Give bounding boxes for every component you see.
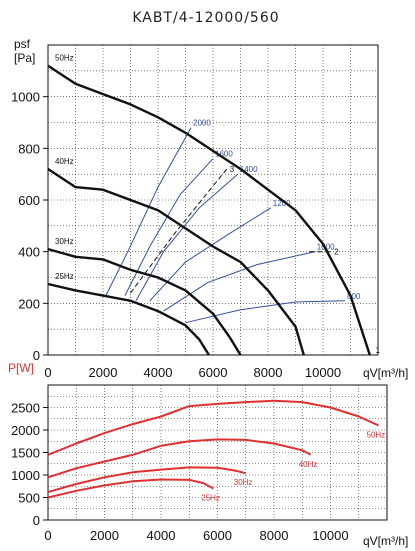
- pressure-x-tick-label: 2000: [89, 365, 118, 380]
- iso-curve-label: 1400: [240, 165, 258, 174]
- iso-curve-1600: [124, 158, 214, 296]
- pressure-y-tick-label: 200: [18, 296, 40, 311]
- pressure-x-axis-label: qV[m³/h]: [363, 366, 408, 380]
- pressure-x-tick-label: 10000: [305, 365, 341, 380]
- iso-curve-2000: [105, 127, 192, 296]
- power-series-label: 40Hz: [299, 460, 318, 469]
- pressure-y-tick-label: 800: [18, 141, 40, 156]
- iso-curve-label: 2000: [193, 119, 211, 128]
- power-y-tick-label: 1500: [11, 446, 40, 461]
- power-x-tick-label: 6000: [203, 528, 232, 543]
- pressure-x-tick-label: 6000: [199, 365, 228, 380]
- power-x-tick-label: 8000: [260, 528, 289, 543]
- power-x-tick-label: 10000: [312, 528, 348, 543]
- pressure-series-label: 50Hz: [55, 54, 74, 63]
- pressure-y-tick-label: 0: [33, 348, 40, 363]
- pressure-y-tick-label: 400: [18, 245, 40, 260]
- power-y-tick-label: 1000: [11, 468, 40, 483]
- power-curve-40Hz: [47, 438, 312, 479]
- power-y-tick-label: 500: [18, 491, 40, 506]
- iso-curve-label: 1200: [273, 199, 291, 208]
- power-x-axis-label: qV[m³/h]: [363, 534, 408, 548]
- power-y-tick-label: 2000: [11, 423, 40, 438]
- power-y-tick-label: 2500: [11, 401, 40, 416]
- pressure-y-tick-label: 1000: [11, 90, 40, 105]
- pressure-curve-50Hz: [47, 64, 371, 356]
- system-curve-label: 2: [334, 248, 339, 257]
- power-series-label: 50Hz: [367, 431, 386, 440]
- iso-curve-1200: [149, 207, 272, 302]
- pressure-series-label: 25Hz: [55, 272, 74, 281]
- iso-curve-label: 800: [347, 292, 361, 301]
- system-curve-label: 3: [230, 165, 235, 174]
- pressure-x-tick-label: 8000: [254, 365, 283, 380]
- power-y-tick-label: 0: [33, 513, 40, 528]
- pressure-y-tick-label: 600: [18, 193, 40, 208]
- pressure-y-axis-unit: [Pa]: [14, 51, 35, 65]
- power-x-tick-label: 2000: [90, 528, 119, 543]
- iso-curve-1000: [163, 251, 315, 312]
- power-y-axis-label: P[W]: [8, 361, 34, 375]
- power-x-tick-label: 4000: [147, 528, 176, 543]
- pressure-curve-25Hz: [47, 282, 210, 356]
- power-plot: 0 500 1000 1500 2000 2500 0 2000 4000 6000 8000 100…: [8, 361, 408, 548]
- pressure-series-label: 40Hz: [55, 157, 74, 166]
- pressure-series-label: 30Hz: [55, 237, 74, 246]
- power-series-label: 30Hz: [234, 478, 253, 487]
- pressure-curve-40Hz: [47, 167, 305, 356]
- pressure-x-tick-label: 0: [44, 365, 51, 380]
- chart-title: KABT/4-12000/560: [132, 10, 279, 26]
- pressure-curve-30Hz: [47, 247, 242, 356]
- pressure-y-axis-label: psf: [14, 37, 31, 51]
- power-series-label: 25Hz: [201, 494, 220, 503]
- power-x-tick-label: 0: [44, 528, 51, 543]
- iso-curve-label: 1600: [215, 150, 233, 159]
- iso-curve-1400: [135, 173, 239, 302]
- power-curve-25Hz: [47, 478, 214, 499]
- iso-curve-800: [185, 300, 346, 324]
- power-curve-50Hz: [47, 399, 379, 456]
- system-curve-label: 1: [376, 346, 381, 355]
- power-curve-30Hz: [47, 466, 247, 494]
- pressure-x-tick-label: 4000: [144, 365, 173, 380]
